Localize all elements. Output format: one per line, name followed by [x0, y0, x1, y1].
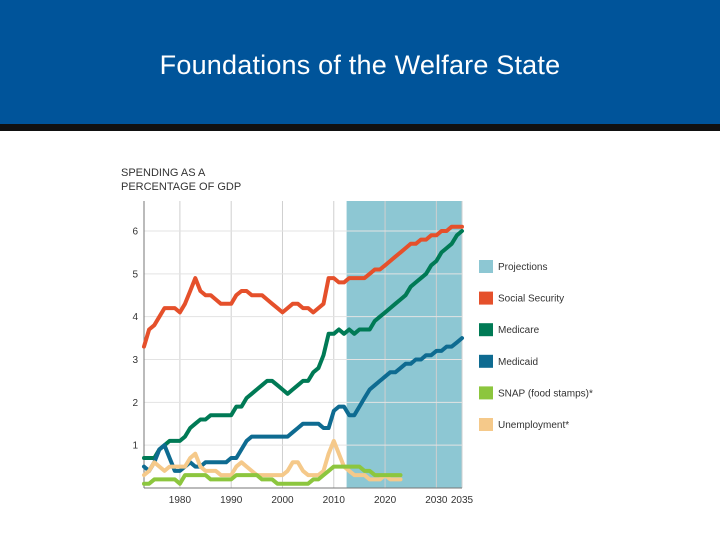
legend-swatch-medicare [479, 323, 493, 337]
series-line-snap-food-stamps [142, 464, 403, 486]
y-axis-title-line-2: PERCENTAGE OF GDP [121, 181, 241, 193]
y-tick-label-6: 6 [132, 226, 138, 237]
x-tick-label-1980: 1980 [169, 495, 192, 506]
y-axis-title-line-1: SPENDING AS A [121, 167, 206, 179]
legend-swatch-projections [479, 260, 493, 273]
legend-swatch-unemployment [479, 418, 493, 431]
series-lines [142, 224, 464, 486]
series-line-medicare [142, 229, 464, 460]
legend-label-projections: Projections [498, 262, 547, 273]
title-banner: Foundations of the Welfare State [0, 0, 720, 124]
series-line-social-security [142, 224, 464, 349]
x-tick-label-2035: 2035 [451, 495, 474, 506]
y-tick-label-3: 3 [132, 355, 138, 366]
legend-label-snap-food-stamps: SNAP (food stamps)* [498, 388, 593, 399]
x-tick-label-2000: 2000 [271, 495, 294, 506]
series-line-unemployment [142, 438, 403, 482]
title-divider [0, 124, 720, 131]
legend-label-social-security: Social Security [498, 294, 564, 305]
x-tick-label-2030: 2030 [425, 495, 448, 506]
series-line-medicaid [142, 336, 464, 473]
y-tick-labels: 1 2 3 4 5 6 [132, 226, 138, 451]
y-tick-label-1: 1 [132, 441, 138, 452]
y-tick-label-5: 5 [132, 269, 138, 280]
x-tick-labels: 1980 1990 2000 2010 2020 2030 2035 [169, 495, 474, 506]
slide-title: Foundations of the Welfare State [159, 50, 561, 80]
legend: Projections Social Security Medicare Medica… [479, 260, 593, 431]
legend-swatch-snap-food-stamps [479, 386, 493, 400]
legend-label-unemployment: Unemployment* [498, 420, 569, 431]
legend-label-medicaid: Medicaid [498, 357, 538, 368]
x-tick-label-2020: 2020 [374, 495, 397, 506]
y-tick-label-2: 2 [132, 398, 138, 409]
x-tick-label-1990: 1990 [220, 495, 243, 506]
legend-swatch-social-security [479, 291, 493, 305]
y-tick-label-4: 4 [132, 312, 138, 323]
legend-label-medicare: Medicare [498, 325, 540, 336]
legend-swatch-medicaid [479, 354, 493, 368]
x-tick-label-2010: 2010 [323, 495, 346, 506]
